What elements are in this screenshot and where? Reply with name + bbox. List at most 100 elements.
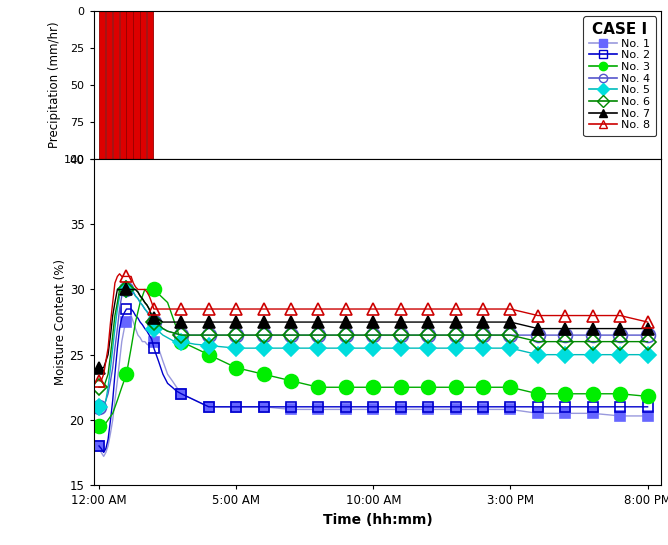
No. 8: [424, 306, 432, 312]
No. 8: [589, 312, 597, 319]
Bar: [106, 11, 112, 159]
No. 4: [232, 332, 240, 338]
No. 5: [452, 345, 460, 352]
No. 7: [616, 325, 624, 332]
No. 1: [150, 338, 158, 345]
Bar: [134, 11, 140, 159]
No. 3: [424, 384, 432, 391]
No. 5: [342, 345, 350, 352]
No. 6: [506, 332, 514, 338]
No. 8: [150, 306, 158, 312]
No. 1: [95, 443, 103, 449]
No. 2: [643, 403, 651, 410]
No. 5: [150, 325, 158, 332]
No. 8: [369, 306, 377, 312]
No. 1: [534, 410, 542, 416]
No. 7: [260, 319, 268, 325]
X-axis label: Time (hh:mm): Time (hh:mm): [323, 513, 432, 526]
No. 7: [150, 315, 158, 322]
No. 3: [315, 384, 323, 391]
No. 4: [589, 332, 597, 338]
No. 5: [534, 352, 542, 358]
No. 1: [260, 403, 268, 410]
Line: No. 4: No. 4: [92, 282, 655, 414]
No. 5: [506, 345, 514, 352]
No. 1: [204, 403, 212, 410]
No. 2: [506, 403, 514, 410]
No. 4: [122, 286, 130, 293]
No. 7: [95, 365, 103, 371]
No. 4: [452, 332, 460, 338]
No. 5: [287, 345, 295, 352]
No. 1: [315, 406, 323, 413]
No. 4: [95, 403, 103, 410]
No. 8: [177, 306, 185, 312]
Line: No. 5: No. 5: [94, 284, 653, 413]
No. 7: [204, 319, 212, 325]
No. 1: [232, 403, 240, 410]
No. 1: [369, 406, 377, 413]
No. 5: [479, 345, 487, 352]
No. 4: [177, 332, 185, 338]
No. 2: [150, 345, 158, 352]
No. 7: [122, 286, 130, 293]
No. 3: [232, 365, 240, 371]
No. 4: [315, 332, 323, 338]
No. 8: [260, 306, 268, 312]
No. 1: [287, 406, 295, 413]
No. 7: [643, 325, 651, 332]
No. 3: [479, 384, 487, 391]
No. 1: [452, 406, 460, 413]
No. 2: [452, 403, 460, 410]
No. 4: [397, 332, 405, 338]
No. 6: [232, 332, 240, 338]
No. 7: [369, 319, 377, 325]
No. 2: [479, 403, 487, 410]
No. 8: [452, 306, 460, 312]
No. 8: [287, 306, 295, 312]
No. 8: [232, 306, 240, 312]
No. 4: [643, 332, 651, 338]
No. 1: [479, 406, 487, 413]
No. 3: [534, 391, 542, 397]
No. 2: [287, 403, 295, 410]
No. 3: [287, 378, 295, 384]
No. 2: [534, 403, 542, 410]
No. 8: [616, 312, 624, 319]
No. 1: [397, 406, 405, 413]
No. 6: [534, 338, 542, 345]
No. 4: [204, 332, 212, 338]
No. 6: [397, 332, 405, 338]
No. 3: [643, 393, 651, 399]
No. 8: [315, 306, 323, 312]
No. 7: [287, 319, 295, 325]
No. 6: [479, 332, 487, 338]
No. 2: [589, 403, 597, 410]
No. 5: [122, 286, 130, 293]
No. 2: [424, 403, 432, 410]
No. 4: [150, 319, 158, 325]
No. 6: [369, 332, 377, 338]
No. 6: [287, 332, 295, 338]
No. 8: [122, 273, 130, 280]
No. 5: [369, 345, 377, 352]
Bar: [140, 11, 146, 159]
No. 8: [506, 306, 514, 312]
No. 4: [479, 332, 487, 338]
No. 5: [616, 352, 624, 358]
No. 7: [232, 319, 240, 325]
No. 3: [561, 391, 569, 397]
No. 7: [452, 319, 460, 325]
No. 2: [315, 403, 323, 410]
No. 6: [424, 332, 432, 338]
No. 4: [424, 332, 432, 338]
No. 3: [369, 384, 377, 391]
No. 3: [122, 371, 130, 378]
No. 8: [534, 312, 542, 319]
No. 7: [506, 319, 514, 325]
Line: No. 2: No. 2: [94, 304, 653, 451]
No. 7: [342, 319, 350, 325]
No. 3: [150, 286, 158, 293]
No. 2: [122, 306, 130, 312]
Bar: [120, 11, 126, 159]
